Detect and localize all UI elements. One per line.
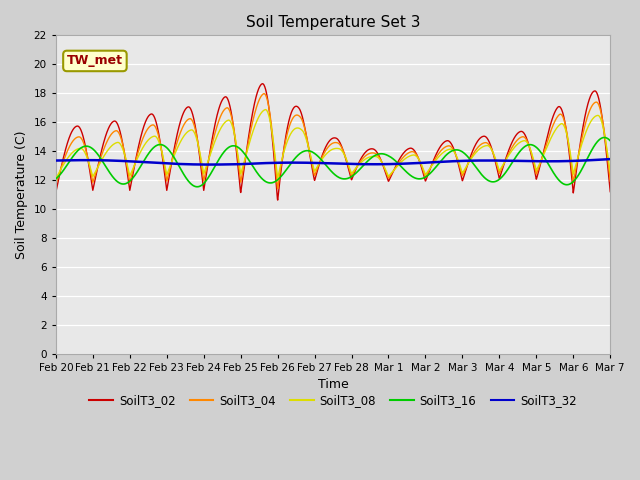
Line: SoilT3_04: SoilT3_04 (56, 94, 611, 189)
SoilT3_16 (573, 175, 580, 180)
SoilT3_16 (607, 138, 614, 144)
Title: Soil Temperature Set 3: Soil Temperature Set 3 (246, 15, 420, 30)
SoilT3_08 (262, 107, 269, 112)
SoilT3_08 (207, 151, 214, 157)
Text: TW_met: TW_met (67, 54, 123, 68)
SoilT3_16 (557, 180, 565, 185)
SoilT3_02 (495, 172, 502, 178)
SoilT3_08 (607, 170, 614, 176)
SoilT3_04 (260, 91, 268, 96)
SoilT3_08 (557, 121, 565, 127)
SoilT3_04 (207, 148, 214, 154)
SoilT3_02 (573, 162, 581, 168)
SoilT3_16 (193, 184, 201, 190)
SoilT3_02 (207, 146, 214, 152)
SoilT3_32 (557, 158, 565, 164)
SoilT3_04 (52, 181, 60, 187)
SoilT3_16 (349, 172, 357, 178)
SoilT3_32 (52, 157, 60, 163)
SoilT3_08 (495, 165, 502, 170)
SoilT3_16 (362, 161, 369, 167)
SoilT3_32 (349, 161, 357, 167)
SoilT3_02 (52, 190, 60, 195)
SoilT3_02 (607, 189, 614, 194)
SoilT3_32 (495, 158, 502, 164)
SoilT3_04 (495, 168, 502, 174)
SoilT3_16 (207, 171, 214, 177)
SoilT3_04 (274, 186, 282, 192)
SoilT3_32 (573, 158, 580, 164)
SoilT3_16 (495, 177, 502, 183)
Line: SoilT3_16: SoilT3_16 (56, 137, 611, 187)
SoilT3_02 (362, 149, 369, 155)
SoilT3_04 (362, 153, 369, 159)
Line: SoilT3_32: SoilT3_32 (56, 159, 611, 165)
SoilT3_04 (558, 112, 566, 118)
Line: SoilT3_08: SoilT3_08 (56, 109, 611, 179)
Line: SoilT3_02: SoilT3_02 (56, 84, 611, 200)
Legend: SoilT3_02, SoilT3_04, SoilT3_08, SoilT3_16, SoilT3_32: SoilT3_02, SoilT3_04, SoilT3_08, SoilT3_… (84, 389, 582, 411)
SoilT3_32 (206, 162, 214, 168)
Y-axis label: Soil Temperature (C): Soil Temperature (C) (15, 130, 28, 259)
SoilT3_08 (362, 156, 369, 162)
SoilT3_08 (573, 158, 580, 164)
X-axis label: Time: Time (317, 378, 348, 391)
SoilT3_08 (52, 176, 60, 181)
SoilT3_04 (573, 159, 581, 165)
SoilT3_32 (607, 156, 614, 162)
SoilT3_02 (274, 197, 282, 203)
SoilT3_04 (607, 178, 614, 184)
SoilT3_02 (558, 107, 566, 113)
SoilT3_04 (349, 170, 357, 176)
SoilT3_02 (349, 172, 357, 178)
SoilT3_02 (259, 81, 266, 86)
SoilT3_32 (362, 161, 369, 167)
SoilT3_16 (52, 176, 60, 181)
SoilT3_32 (207, 162, 214, 168)
SoilT3_16 (600, 134, 608, 140)
SoilT3_08 (349, 168, 357, 174)
